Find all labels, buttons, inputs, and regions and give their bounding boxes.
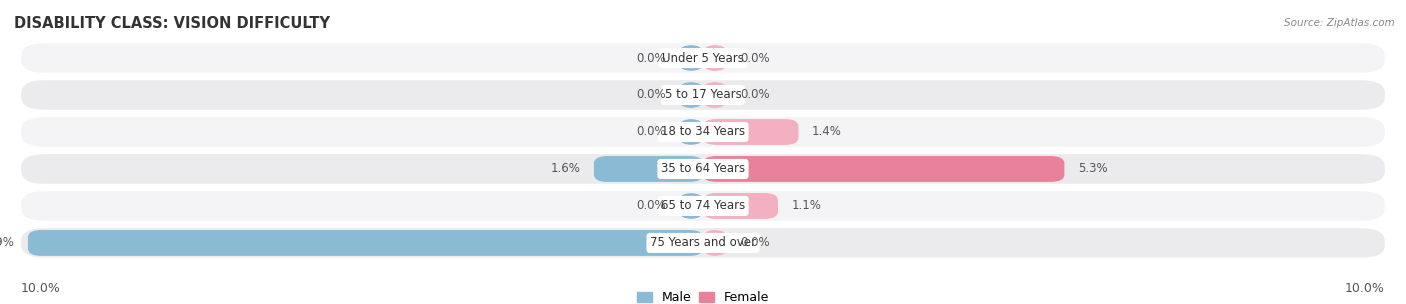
Text: 0.0%: 0.0% <box>636 51 665 64</box>
Text: 5.3%: 5.3% <box>1078 162 1108 175</box>
Text: 10.0%: 10.0% <box>21 282 60 295</box>
FancyBboxPatch shape <box>703 230 727 256</box>
Text: 9.9%: 9.9% <box>0 237 14 250</box>
FancyBboxPatch shape <box>593 156 703 182</box>
FancyBboxPatch shape <box>21 191 1385 221</box>
FancyBboxPatch shape <box>703 45 727 71</box>
FancyBboxPatch shape <box>679 119 703 145</box>
Text: 0.0%: 0.0% <box>741 88 770 102</box>
FancyBboxPatch shape <box>679 45 703 71</box>
Text: Under 5 Years: Under 5 Years <box>662 51 744 64</box>
Text: 35 to 64 Years: 35 to 64 Years <box>661 162 745 175</box>
Text: 0.0%: 0.0% <box>636 199 665 212</box>
FancyBboxPatch shape <box>21 43 1385 73</box>
Text: DISABILITY CLASS: VISION DIFFICULTY: DISABILITY CLASS: VISION DIFFICULTY <box>14 16 330 31</box>
Text: 1.1%: 1.1% <box>792 199 821 212</box>
Text: 5 to 17 Years: 5 to 17 Years <box>665 88 741 102</box>
Text: 18 to 34 Years: 18 to 34 Years <box>661 126 745 139</box>
FancyBboxPatch shape <box>21 117 1385 147</box>
Text: Source: ZipAtlas.com: Source: ZipAtlas.com <box>1284 18 1395 28</box>
Text: 10.0%: 10.0% <box>1346 282 1385 295</box>
FancyBboxPatch shape <box>679 82 703 108</box>
FancyBboxPatch shape <box>703 156 1064 182</box>
FancyBboxPatch shape <box>21 80 1385 110</box>
FancyBboxPatch shape <box>703 119 799 145</box>
Text: 1.6%: 1.6% <box>550 162 581 175</box>
FancyBboxPatch shape <box>703 193 778 219</box>
FancyBboxPatch shape <box>703 82 727 108</box>
FancyBboxPatch shape <box>21 154 1385 184</box>
FancyBboxPatch shape <box>21 228 1385 258</box>
Text: 0.0%: 0.0% <box>741 51 770 64</box>
Text: 65 to 74 Years: 65 to 74 Years <box>661 199 745 212</box>
FancyBboxPatch shape <box>28 230 703 256</box>
Text: 1.4%: 1.4% <box>813 126 842 139</box>
FancyBboxPatch shape <box>679 193 703 219</box>
Text: 0.0%: 0.0% <box>741 237 770 250</box>
Legend: Male, Female: Male, Female <box>637 291 769 304</box>
Text: 0.0%: 0.0% <box>636 88 665 102</box>
Text: 75 Years and over: 75 Years and over <box>650 237 756 250</box>
Text: 0.0%: 0.0% <box>636 126 665 139</box>
